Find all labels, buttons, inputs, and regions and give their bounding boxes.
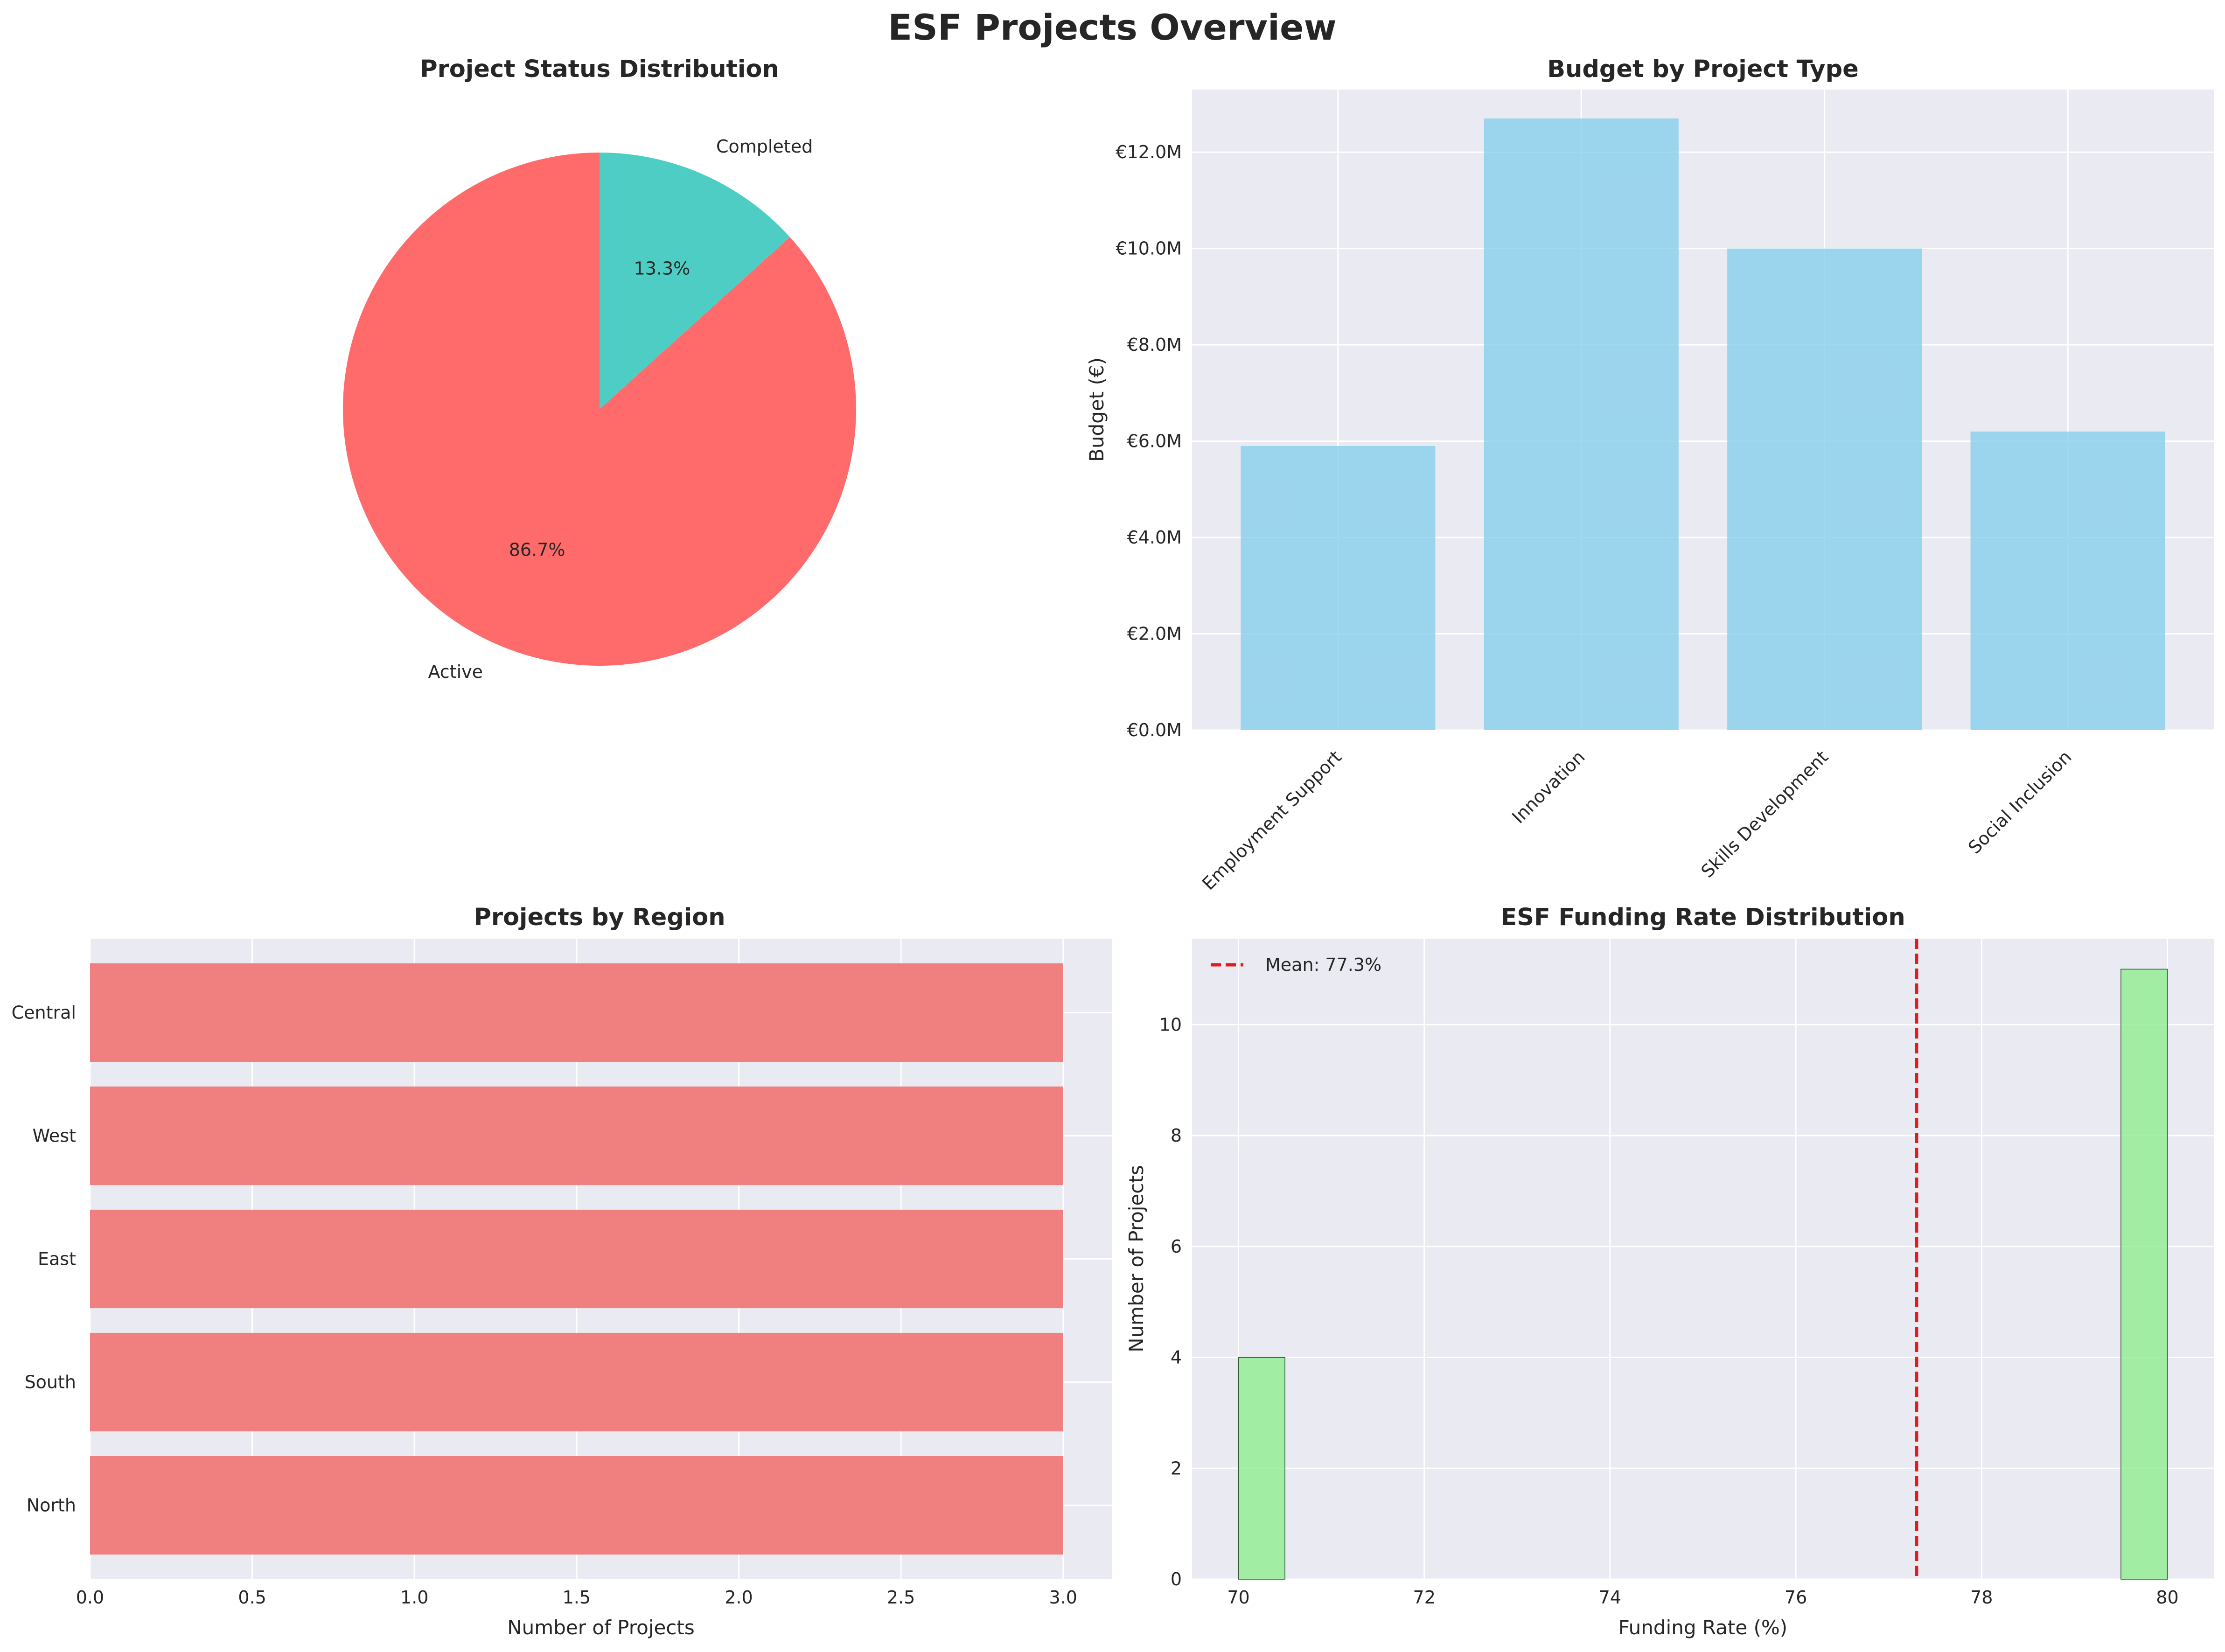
- funding-plot-area: [1192, 939, 2214, 1579]
- region-x-tick: 1.0: [400, 1587, 428, 1608]
- region-y-ticks: North South East West Central: [12, 1002, 76, 1515]
- region-chart-title: Projects by Region: [474, 904, 725, 931]
- funding-x-label: Funding Rate (%): [1618, 1616, 1787, 1639]
- funding-hist-panel: ESF Funding Rate Distribution 0 2 4 6 8 10 70…: [1125, 904, 2214, 1639]
- funding-hist-bar: [1238, 1357, 1285, 1580]
- funding-x-tick: 80: [2156, 1587, 2178, 1608]
- status-pie-title: Project Status Distribution: [420, 56, 779, 83]
- budget-y-tick: €10.0M: [1116, 238, 1182, 259]
- budget-x-tick: Social Inclusion: [1964, 746, 2075, 857]
- budget-y-tick: €12.0M: [1116, 142, 1182, 162]
- region-y-tick: North: [27, 1495, 76, 1516]
- funding-x-tick: 70: [1227, 1587, 1249, 1608]
- pie-slice-completed: [600, 153, 790, 409]
- region-x-label: Number of Projects: [507, 1616, 694, 1639]
- budget-chart-title: Budget by Project Type: [1547, 56, 1859, 83]
- region-x-tick: 2.5: [887, 1587, 915, 1608]
- funding-y-ticks: 0 2 4 6 8 10: [1159, 1014, 1182, 1589]
- budget-y-tick: €8.0M: [1127, 335, 1182, 355]
- funding-x-ticks: 70 72 74 76 78 80: [1227, 1587, 2178, 1608]
- region-bar: [90, 1086, 1063, 1185]
- budget-bar-panel: Budget by Project Type €0.0M €2.0M €4.0M €6…: [1085, 56, 2214, 894]
- budget-bar: [1970, 431, 2165, 730]
- region-bars: [90, 963, 1063, 1555]
- funding-y-tick: 4: [1171, 1347, 1182, 1368]
- legend-mean-label: Mean: 77.3%: [1265, 955, 1381, 975]
- budget-y-tick: €2.0M: [1127, 624, 1182, 644]
- region-y-tick: East: [38, 1249, 76, 1269]
- funding-bars: [1238, 969, 2168, 1580]
- region-bar-panel: Projects by Region North South East West Cen…: [12, 904, 1112, 1639]
- region-x-tick: 0.5: [238, 1587, 266, 1608]
- budget-y-tick: €4.0M: [1127, 527, 1182, 548]
- pie-label-active: Active: [428, 662, 483, 682]
- pie-labels: Active 86.7% Completed 13.3%: [428, 136, 813, 682]
- region-bar: [90, 1209, 1063, 1309]
- funding-x-tick: 78: [1970, 1587, 1993, 1608]
- budget-y-ticks: €0.0M €2.0M €4.0M €6.0M €8.0M €10.0M €12.0M: [1116, 142, 1182, 740]
- funding-x-tick: 72: [1413, 1587, 1436, 1608]
- funding-y-tick: 10: [1159, 1014, 1182, 1035]
- budget-y-label: Budget (€): [1085, 357, 1108, 462]
- pie-pct-completed: 13.3%: [634, 258, 691, 279]
- funding-y-tick: 2: [1171, 1458, 1182, 1478]
- budget-bar: [1241, 446, 1436, 730]
- region-x-tick: 2.0: [725, 1587, 753, 1608]
- funding-chart-title: ESF Funding Rate Distribution: [1500, 904, 1905, 931]
- region-bar: [90, 963, 1063, 1062]
- budget-bars: [1241, 118, 2165, 731]
- budget-x-tick: Innovation: [1508, 746, 1589, 827]
- funding-legend: Mean: 77.3%: [1211, 955, 1381, 975]
- pie-slices: [342, 153, 856, 666]
- region-x-tick: 1.5: [563, 1587, 591, 1608]
- region-bar: [90, 1332, 1063, 1432]
- budget-y-tick: €0.0M: [1127, 720, 1182, 740]
- funding-hist-bar: [2120, 969, 2168, 1580]
- region-y-tick: Central: [12, 1002, 76, 1023]
- region-bar: [90, 1456, 1063, 1555]
- funding-y-tick: 0: [1171, 1569, 1182, 1589]
- budget-bar: [1484, 118, 1679, 731]
- budget-x-tick: Employment Support: [1198, 746, 1346, 894]
- pie-label-completed: Completed: [716, 136, 813, 157]
- funding-x-tick: 74: [1599, 1587, 1621, 1608]
- pie-pct-active: 86.7%: [509, 540, 565, 560]
- region-y-tick: South: [25, 1372, 76, 1393]
- budget-y-tick: €6.0M: [1127, 431, 1182, 452]
- funding-y-tick: 6: [1171, 1236, 1182, 1257]
- budget-bar: [1727, 248, 1922, 730]
- region-x-tick: 0.0: [76, 1587, 104, 1608]
- region-x-ticks: 0.0 0.5 1.0 1.5 2.0 2.5 3.0: [76, 1587, 1077, 1608]
- figure-title: ESF Projects Overview: [888, 7, 1337, 48]
- funding-x-tick: 76: [1785, 1587, 1807, 1608]
- region-y-tick: West: [33, 1125, 76, 1146]
- budget-x-tick: Skills Development: [1697, 746, 1833, 882]
- budget-x-ticks: Employment Support Innovation Skills Devel…: [1198, 746, 2075, 894]
- status-pie-panel: Project Status Distribution Active 86.7% C…: [342, 56, 856, 682]
- region-x-tick: 3.0: [1049, 1587, 1077, 1608]
- funding-y-label: Number of Projects: [1125, 1165, 1148, 1352]
- funding-y-tick: 8: [1171, 1125, 1182, 1146]
